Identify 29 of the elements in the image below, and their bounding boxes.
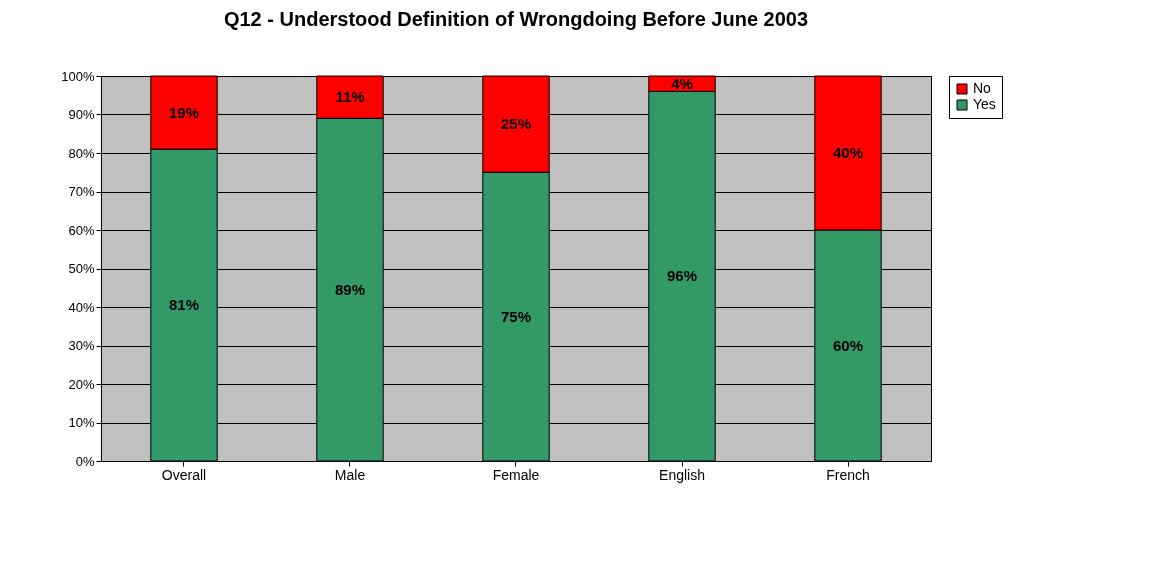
data-label: 81% (168, 296, 200, 314)
y-tick-label: 20% (68, 376, 95, 392)
data-label: 4% (671, 74, 693, 92)
y-tick-label: 90% (68, 107, 95, 122)
y-tick-label: 30% (68, 338, 95, 353)
y-tick-label: 100% (61, 68, 95, 84)
chart-title: Q12 - Understood Definition of Wrongdoing Before June 2003 (223, 8, 809, 30)
y-tick-label: 70% (68, 184, 95, 199)
y-tick-label: 60% (68, 222, 95, 238)
legend-label: No (973, 80, 992, 96)
y-tick-label: 80% (68, 145, 95, 161)
data-label: 11% (335, 88, 365, 106)
data-label: 96% (666, 267, 698, 285)
data-label: 75% (500, 307, 532, 325)
x-tick-label: Overall (161, 466, 207, 483)
data-label: 19% (168, 103, 200, 121)
data-label: 89% (334, 280, 366, 298)
data-label: 25% (500, 115, 532, 133)
x-tick-label: French (826, 466, 870, 483)
x-tick-label: English (659, 466, 705, 483)
y-tick-label: 40% (68, 299, 95, 315)
y-tick-label: 0% (75, 453, 95, 469)
data-label: 60% (832, 336, 864, 354)
x-tick-label: Female (492, 466, 540, 483)
y-tick-label: 10% (68, 415, 95, 430)
data-label: 40% (832, 144, 864, 161)
x-tick-label: Male (334, 466, 366, 483)
legend-label: Yes (973, 96, 996, 112)
y-tick-label: 50% (68, 261, 95, 276)
